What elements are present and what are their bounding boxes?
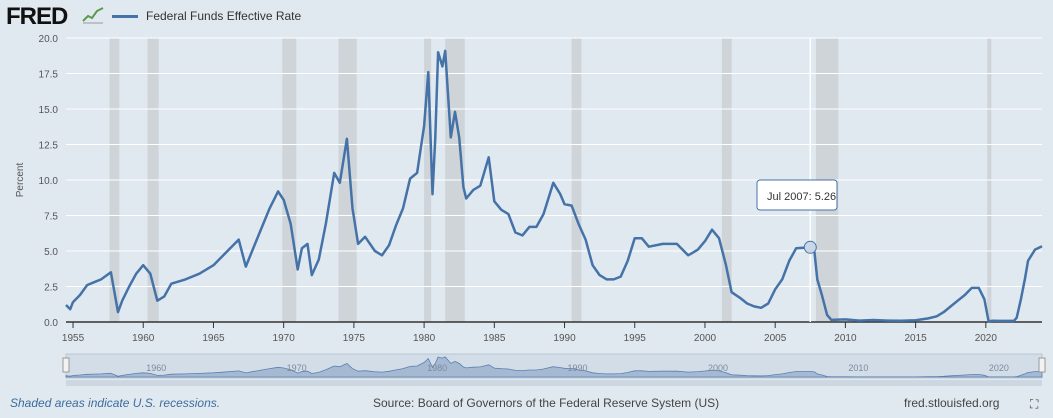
navigator-tick-label: 1980 [427,363,447,373]
series-line [65,49,1043,323]
navigator-handle-right[interactable] [1038,357,1046,373]
y-axis-label: Percent [15,163,26,198]
navigator-axis: 1960 1970 1980 1990 2000 2010 2020 [146,363,1009,373]
x-axis: 1955 1960 1965 1970 1975 1980 1985 1990 1995 2000… [62,322,997,344]
x-tick-label: 1995 [624,333,647,344]
source-note: Source: Board of Governors of the Federa… [373,396,720,410]
x-tick-label: 1960 [132,333,155,344]
navigator-tick-label: 1960 [146,363,166,373]
x-tick-label: 1965 [202,333,225,344]
tooltip-value: 5.26 [815,191,836,203]
tooltip-date: Jul 2007 [767,191,809,203]
fred-logo: FRED [6,3,68,30]
navigator-tick-label: 1970 [287,363,307,373]
x-tick-label: 2015 [904,333,927,344]
hover-point-marker [803,240,817,254]
x-tick-label: 2020 [975,333,998,344]
x-tick-label: 2010 [834,333,857,344]
navigator-tick-label: 2020 [989,363,1009,373]
tooltip-box [756,179,838,211]
recession-note: Shaded areas indicate U.S. recessions. [10,396,221,410]
x-tick-label: 1985 [483,333,506,344]
navigator-series-area [65,356,1043,378]
y-tick-label: 12.5 [39,141,59,152]
svg-text:Jul 2007: 5.26: Jul 2007: 5.26 [767,191,836,203]
legend[interactable]: Federal Funds Effective Rate [112,9,301,23]
source-link[interactable]: fred.stlouisfed.org [904,396,1000,410]
tooltip: Jul 2007: 5.26 [756,179,838,211]
grid [66,37,1042,323]
fred-logo-chart-icon [82,6,104,24]
y-tick-label: 10.0 [39,176,59,187]
y-tick-label: 20.0 [39,34,59,45]
y-tick-label: 15.0 [39,105,59,116]
y-tick-label: 7.5 [44,212,58,223]
y-tick-label: 5.0 [44,247,58,258]
navigator-tick-label: 2000 [708,363,728,373]
y-tick-label: 17.5 [39,70,59,81]
navigator-handle-left[interactable] [62,357,70,373]
x-tick-label: 1970 [273,333,296,344]
x-tick-label: 1975 [343,333,366,344]
y-tick-label: 2.5 [44,283,58,294]
chart-header: FRED Federal Funds Effective Rate [0,0,1053,32]
x-tick-label: 1990 [553,333,576,344]
legend-label: Federal Funds Effective Rate [146,9,302,23]
navigator-tick-label: 2010 [848,363,868,373]
y-tick-label: 0.0 [44,318,58,329]
fullscreen-icon[interactable]: ⛶ [1030,397,1039,411]
chart-area[interactable]: 0.0 2.5 5.0 7.5 10.0 12.5 15.0 17.5 20.0 1955 196… [0,0,1053,392]
x-tick-label: 2000 [694,333,717,344]
y-axis: 0.0 2.5 5.0 7.5 10.0 12.5 15.0 17.5 20.0 [39,34,59,329]
x-tick-label: 2005 [764,333,787,344]
navigator-tick-label: 1990 [568,363,588,373]
x-tick-label: 1980 [413,333,436,344]
x-tick-label: 1955 [62,333,85,344]
legend-swatch [112,14,138,18]
scrollbar[interactable] [66,380,1042,386]
